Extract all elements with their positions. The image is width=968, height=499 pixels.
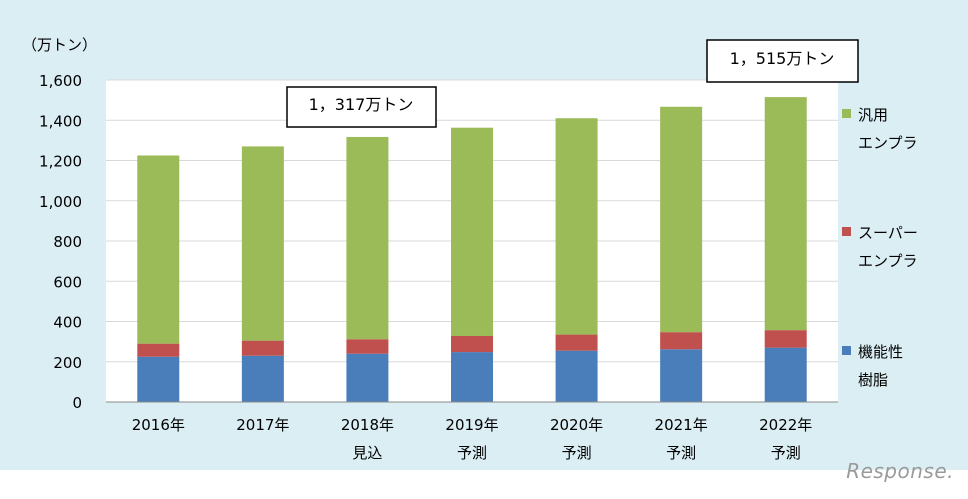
response-watermark: Response.: [846, 459, 954, 483]
bar-segment: [764, 347, 807, 402]
legend-swatch: [842, 227, 851, 236]
y-tick-label: 1,200: [39, 153, 82, 171]
bar-segment: [555, 334, 598, 351]
y-tick-label: 1,400: [39, 112, 82, 130]
x-tick-label: 予測: [666, 444, 696, 462]
legend-label: エンプラ: [858, 252, 918, 270]
bar-segment: [764, 330, 807, 348]
y-tick-label: 600: [53, 273, 82, 291]
legend-label: 機能性: [858, 343, 903, 361]
x-tick-label: 予測: [562, 444, 592, 462]
x-tick-label: 2016年: [132, 416, 185, 434]
legend-label: 汎用: [858, 106, 888, 124]
y-unit-label: （万トン）: [22, 36, 97, 54]
bar-segment: [346, 339, 389, 354]
y-tick-label: 0: [72, 394, 82, 412]
bar-segment: [241, 340, 284, 356]
annotation-2022: 1，515万トン: [730, 49, 835, 68]
bar-segment: [451, 352, 493, 402]
x-tick-label: 予測: [771, 444, 801, 462]
x-tick-label: 2017年: [236, 416, 289, 434]
bar-segment: [241, 355, 284, 402]
bar-segment: [555, 350, 598, 402]
y-tick-label: 800: [53, 233, 82, 251]
x-tick-label: 予測: [457, 444, 487, 462]
page-strip: [0, 470, 968, 495]
bar-segment: [346, 136, 389, 340]
bar-segment: [137, 155, 180, 344]
annotation-2018: 1，317万トン: [309, 95, 414, 114]
legend-swatch: [842, 346, 851, 355]
x-tick-label: 2020年: [550, 416, 603, 434]
legend-label: スーパー: [858, 224, 918, 242]
bar-segment: [241, 146, 284, 341]
x-tick-label: 2018年: [341, 416, 394, 434]
bar-segment: [137, 343, 180, 357]
x-tick-label: 見込: [352, 444, 382, 462]
bar-segment: [137, 356, 180, 402]
legend-label: 樹脂: [858, 371, 888, 389]
y-tick-label: 1,600: [39, 72, 82, 90]
bar-segment: [346, 353, 389, 402]
annotation-box-2018: [286, 86, 437, 128]
bar-segment: [660, 332, 703, 350]
legend-label: エンプラ: [858, 134, 918, 152]
legend-swatch: [842, 109, 851, 118]
y-tick-label: 1,000: [39, 193, 82, 211]
x-tick-label: 2021年: [655, 416, 708, 434]
bar-segment: [660, 349, 703, 402]
x-tick-label: 2019年: [445, 416, 498, 434]
y-tick-label: 200: [53, 354, 82, 372]
annotation-box-2022: [706, 39, 859, 83]
bar-segment: [451, 335, 493, 353]
y-tick-label: 400: [53, 314, 82, 332]
x-tick-label: 2022年: [759, 416, 812, 434]
bar-segment: [555, 118, 598, 335]
bar-segment: [764, 97, 807, 331]
bar-segment: [660, 106, 703, 333]
bar-segment: [451, 127, 493, 336]
